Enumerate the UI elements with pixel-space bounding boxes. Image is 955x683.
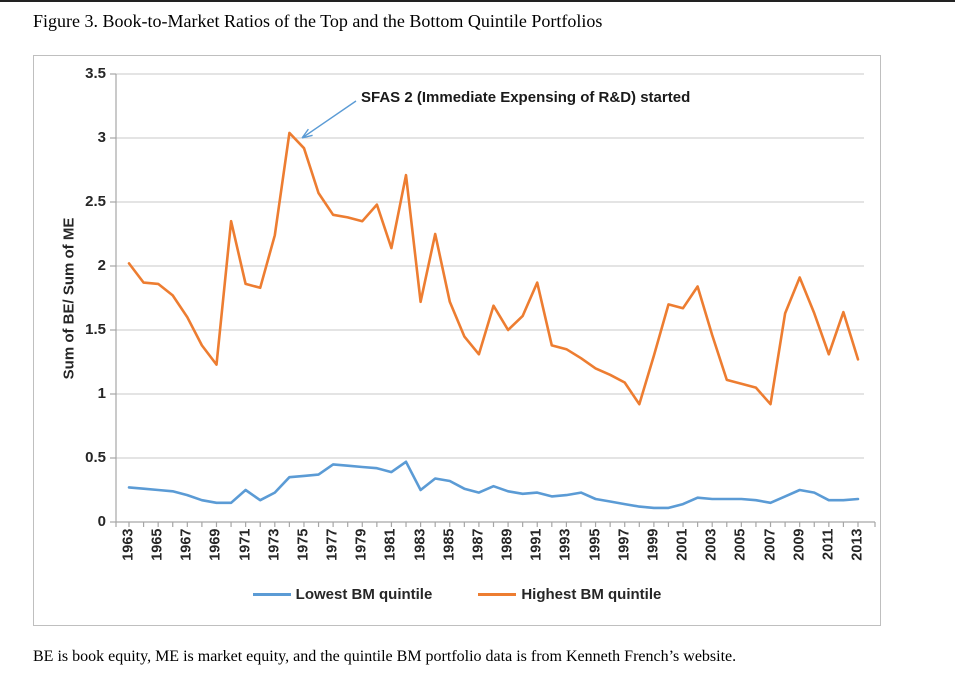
x-tick-label: 1973 bbox=[266, 528, 283, 561]
y-tick-label: 2.5 bbox=[85, 193, 106, 210]
x-tick-label: 2011 bbox=[820, 528, 837, 560]
x-tick-label: 1983 bbox=[412, 528, 429, 561]
x-tick-label: 1977 bbox=[324, 528, 341, 561]
y-tick-label: 0.5 bbox=[85, 449, 106, 466]
y-axis-title: Sum of BE/ Sum of ME bbox=[60, 217, 78, 380]
x-tick-label: 1997 bbox=[616, 528, 633, 561]
x-tick-label: 1971 bbox=[237, 528, 254, 561]
lowest-line-swatch-icon bbox=[252, 593, 291, 596]
figure-title: Figure 3. Book-to-Market Ratios of the T… bbox=[33, 11, 603, 31]
x-tick-label: 1967 bbox=[178, 528, 195, 561]
y-tick-label: 1.5 bbox=[85, 321, 106, 338]
x-tick-label: 1975 bbox=[295, 528, 312, 561]
x-tick-label: 1965 bbox=[149, 528, 166, 561]
series-line-lowest-bm-quintile bbox=[127, 460, 860, 510]
legend-label-lowest: Lowest BM quintile bbox=[295, 586, 433, 603]
highest-line-swatch-icon bbox=[478, 593, 517, 596]
x-tick-label: 2007 bbox=[762, 528, 779, 561]
chart-area: Sum of BE/ Sum of ME SFAS 2 (Immediate E… bbox=[33, 55, 881, 626]
y-tick-label: 2 bbox=[97, 257, 106, 274]
x-tick-label: 2001 bbox=[674, 528, 691, 561]
series-line-highest-bm-quintile bbox=[127, 131, 860, 406]
x-tick-label: 2009 bbox=[791, 528, 808, 561]
x-tick-label: 1987 bbox=[470, 528, 487, 561]
legend-item-highest: Highest BM quintile bbox=[478, 586, 661, 603]
figure-caption: BE is book equity, ME is market equity, … bbox=[33, 648, 737, 665]
x-tick-label: 1993 bbox=[557, 528, 574, 561]
legend-item-lowest: Lowest BM quintile bbox=[252, 586, 433, 603]
y-tick-label: 3 bbox=[97, 129, 106, 146]
x-tick-label: 1963 bbox=[120, 528, 137, 561]
plot-svg bbox=[110, 73, 876, 527]
y-tick-label: 0 bbox=[97, 513, 106, 530]
x-tick-label: 1991 bbox=[528, 528, 545, 561]
legend: Lowest BM quintile Highest BM quintile bbox=[34, 586, 880, 603]
annotation-arrow-icon bbox=[301, 100, 357, 139]
legend-label-highest: Highest BM quintile bbox=[521, 586, 662, 603]
x-tick-label: 1969 bbox=[207, 528, 224, 561]
x-tick-label: 1995 bbox=[587, 528, 604, 561]
x-tick-label: 1979 bbox=[353, 528, 370, 561]
annotation-sfas2: SFAS 2 (Immediate Expensing of R&D) star… bbox=[361, 89, 691, 106]
x-tick-label: 1985 bbox=[441, 528, 458, 561]
x-tick-label: 2013 bbox=[849, 528, 866, 561]
x-tick-label: 1981 bbox=[382, 528, 399, 561]
x-tick-label: 2003 bbox=[703, 528, 720, 561]
y-tick-label: 1 bbox=[97, 385, 106, 402]
y-tick-label: 3.5 bbox=[85, 65, 106, 82]
x-tick-label: 1999 bbox=[645, 528, 662, 561]
x-tick-label: 2005 bbox=[732, 528, 749, 561]
x-tick-label: 1989 bbox=[499, 528, 516, 561]
